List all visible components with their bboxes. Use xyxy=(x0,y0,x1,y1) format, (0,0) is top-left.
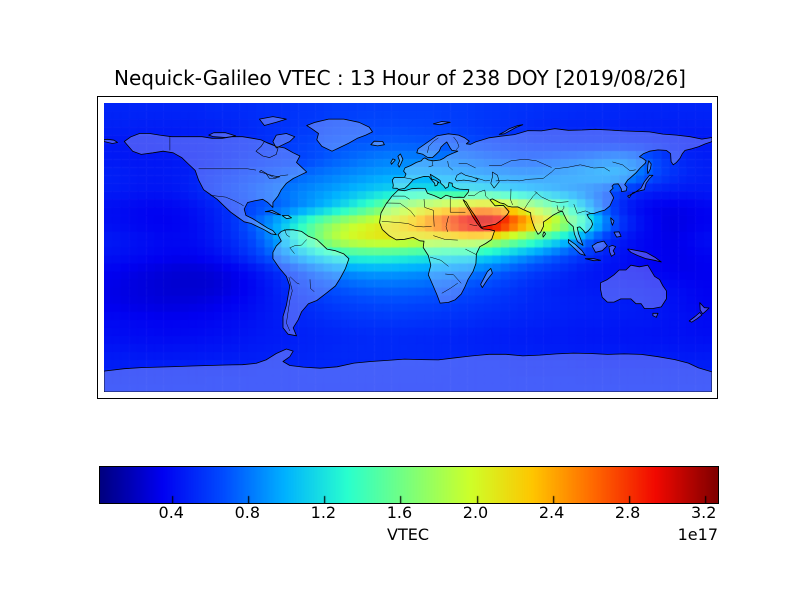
coastline xyxy=(272,133,296,149)
coastline xyxy=(208,132,237,138)
country-border xyxy=(289,239,307,254)
coastline xyxy=(688,312,703,323)
coastlines-overlay xyxy=(104,116,712,392)
coastline xyxy=(542,231,546,238)
colorbar xyxy=(99,466,719,504)
coastline xyxy=(699,302,710,315)
country-border xyxy=(210,195,244,207)
coastline xyxy=(627,174,654,199)
country-border xyxy=(495,164,610,182)
country-border xyxy=(392,195,410,200)
lake-outline xyxy=(455,172,479,182)
country-border xyxy=(445,273,462,284)
colorbar-tick-label: 2.4 xyxy=(538,503,565,522)
country-border xyxy=(489,158,552,168)
country-border xyxy=(433,210,435,227)
coastline xyxy=(397,153,404,168)
country-border xyxy=(556,205,565,212)
coastline xyxy=(104,348,712,392)
coastline xyxy=(432,121,451,126)
coastline xyxy=(647,160,652,174)
country-border xyxy=(433,235,458,241)
colorbar-gradient-canvas xyxy=(100,467,718,503)
world-map xyxy=(104,103,712,392)
country-border xyxy=(523,191,538,210)
coastline xyxy=(584,258,601,262)
coastline xyxy=(306,118,373,152)
country-border xyxy=(475,177,490,182)
coastline xyxy=(390,158,396,165)
country-border xyxy=(429,256,449,267)
country-border xyxy=(441,282,458,294)
coastline xyxy=(264,210,281,216)
colorbar-tick-label: 0.8 xyxy=(234,503,261,522)
colorbar-axis-label: VTEC xyxy=(387,525,429,544)
coastline xyxy=(370,140,385,147)
colorbar-tick-label: 1.6 xyxy=(386,503,413,522)
country-border xyxy=(267,174,289,178)
lake-outline xyxy=(255,141,279,158)
coastline xyxy=(498,124,524,135)
country-border xyxy=(284,228,290,238)
coastline xyxy=(608,245,617,257)
coastline xyxy=(123,133,308,236)
coastline xyxy=(610,217,615,226)
coastline xyxy=(613,231,622,238)
country-border xyxy=(469,224,478,227)
colorbar-tick-label: 2.0 xyxy=(462,503,489,522)
country-border xyxy=(381,221,432,228)
coastline xyxy=(627,248,662,263)
colorbar-tick-label: 2.8 xyxy=(614,503,641,522)
country-border xyxy=(428,160,434,168)
coastline xyxy=(272,229,350,337)
country-border xyxy=(467,189,489,200)
coastline xyxy=(568,239,586,256)
country-border xyxy=(447,160,453,171)
coastline xyxy=(600,264,667,309)
colorbar-tick-label: 0.4 xyxy=(158,503,184,522)
coastline xyxy=(281,215,292,219)
country-border xyxy=(449,196,466,213)
coastline xyxy=(259,116,287,126)
colorbar-scale-note: 1e17 xyxy=(677,525,718,544)
coastline xyxy=(652,312,659,318)
coastline xyxy=(379,128,712,304)
country-border xyxy=(612,161,636,172)
country-border xyxy=(289,276,300,285)
country-border xyxy=(453,136,460,151)
coastline xyxy=(480,268,493,288)
country-border xyxy=(465,248,477,255)
lake-outline xyxy=(259,170,280,179)
country-border xyxy=(309,279,315,292)
country-border xyxy=(404,177,414,180)
country-border xyxy=(458,163,476,169)
country-border xyxy=(423,198,434,211)
country-border xyxy=(573,204,591,214)
country-border xyxy=(534,191,569,203)
colorbar-tick-label: 1.2 xyxy=(310,503,337,522)
plot-title: Nequick-Galileo VTEC : 13 Hour of 238 DO… xyxy=(113,66,686,90)
coastline xyxy=(104,138,118,144)
coastline xyxy=(591,240,608,253)
country-border xyxy=(510,188,513,206)
country-border xyxy=(198,168,257,171)
country-border xyxy=(427,137,439,153)
vtec-heatmap-canvas xyxy=(104,103,712,392)
colorbar-tick-label: 3.2 xyxy=(690,503,717,522)
country-border xyxy=(445,216,449,232)
lake-outline xyxy=(490,171,500,189)
country-border xyxy=(286,277,293,332)
country-border xyxy=(385,202,416,217)
